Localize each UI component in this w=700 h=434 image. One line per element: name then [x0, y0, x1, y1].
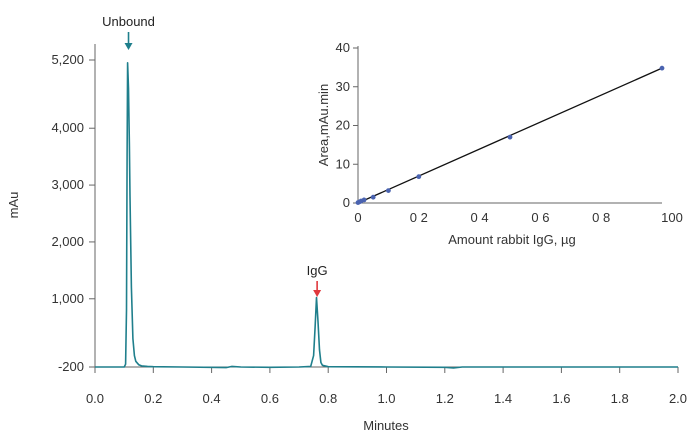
main-x-tick-label: 1.4: [494, 391, 512, 406]
inset-y-tick-label: 20: [336, 118, 350, 133]
main-x-tick-label: 1.2: [436, 391, 454, 406]
main-x-tick-label: 0.4: [203, 391, 221, 406]
peak-arrow-head: [124, 43, 133, 50]
peak-label: Unbound: [102, 14, 155, 29]
main-y-tick-label: -200: [58, 359, 84, 374]
main-x-tick-label: 1.0: [377, 391, 395, 406]
inset-x-tick-label: 0 6: [531, 210, 549, 225]
main-x-axis-title: Minutes: [363, 418, 409, 433]
inset-y-tick-label: 0: [343, 195, 350, 210]
main-y-tick-label: 1,000: [51, 291, 84, 306]
chromatogram-trace: [95, 61, 678, 369]
inset-y-tick-label: 30: [336, 79, 350, 94]
main-x-tick-label: 0.0: [86, 391, 104, 406]
inset-y-ticks: 0 10 20 30 40: [336, 40, 358, 210]
main-series: [95, 61, 678, 369]
inset-x-ticks: 0 0 2 0 4 0 6 0 8 100: [354, 210, 682, 225]
main-x-tick-label: 1.8: [611, 391, 629, 406]
inset-x-axis-title: Amount rabbit IgG, µg: [448, 232, 575, 247]
main-x-tick-label: 2.0: [669, 391, 687, 406]
main-x-tick-label: 1.6: [552, 391, 570, 406]
inset-x-tick-label: 0 2: [410, 210, 428, 225]
main-annotations: Unbound IgG: [102, 14, 328, 297]
main-x-tick-label: 0.6: [261, 391, 279, 406]
main-y-tick-label: 3,000: [51, 177, 84, 192]
inset-y-tick-label: 10: [336, 156, 350, 171]
inset-y-tick-label: 40: [336, 40, 350, 55]
peak-arrow-head: [313, 290, 322, 297]
calibration-point: [507, 134, 513, 140]
main-x-ticks: 0.0 0.2 0.4 0.6 0.8 1.0 1.2 1.4 1.6 1.8 2.0: [86, 367, 687, 406]
peak-label: IgG: [307, 263, 328, 278]
main-y-axis-title: mAu: [6, 192, 21, 219]
inset-y-axis-title: Area,mAu.min: [316, 84, 331, 166]
calibration-point: [361, 197, 367, 203]
main-y-tick-label: 2,000: [51, 234, 84, 249]
calibration-point: [386, 188, 391, 194]
calibration-point: [416, 174, 422, 180]
inset-x-tick-label: 0: [354, 210, 361, 225]
main-y-tick-label: 5,200: [51, 52, 84, 67]
inset-x-tick-label: 100: [661, 210, 683, 225]
main-y-ticks: -200 1,000 2,000 3,000 4,000 5,200: [51, 52, 95, 374]
inset-x-tick-label: 0 8: [592, 210, 610, 225]
calibration-point: [659, 65, 665, 71]
inset-calibration-plot: 0 10 20 30 40 0 0 2 0 4 0 6 0 8 100 Amount rabbit…: [316, 40, 683, 247]
main-x-tick-label: 0.8: [319, 391, 337, 406]
inset-x-tick-label: 0 4: [471, 210, 489, 225]
inset-points: [355, 65, 665, 206]
main-y-tick-label: 4,000: [51, 120, 84, 135]
main-x-tick-label: 0.2: [144, 391, 162, 406]
calibration-point: [370, 194, 376, 200]
